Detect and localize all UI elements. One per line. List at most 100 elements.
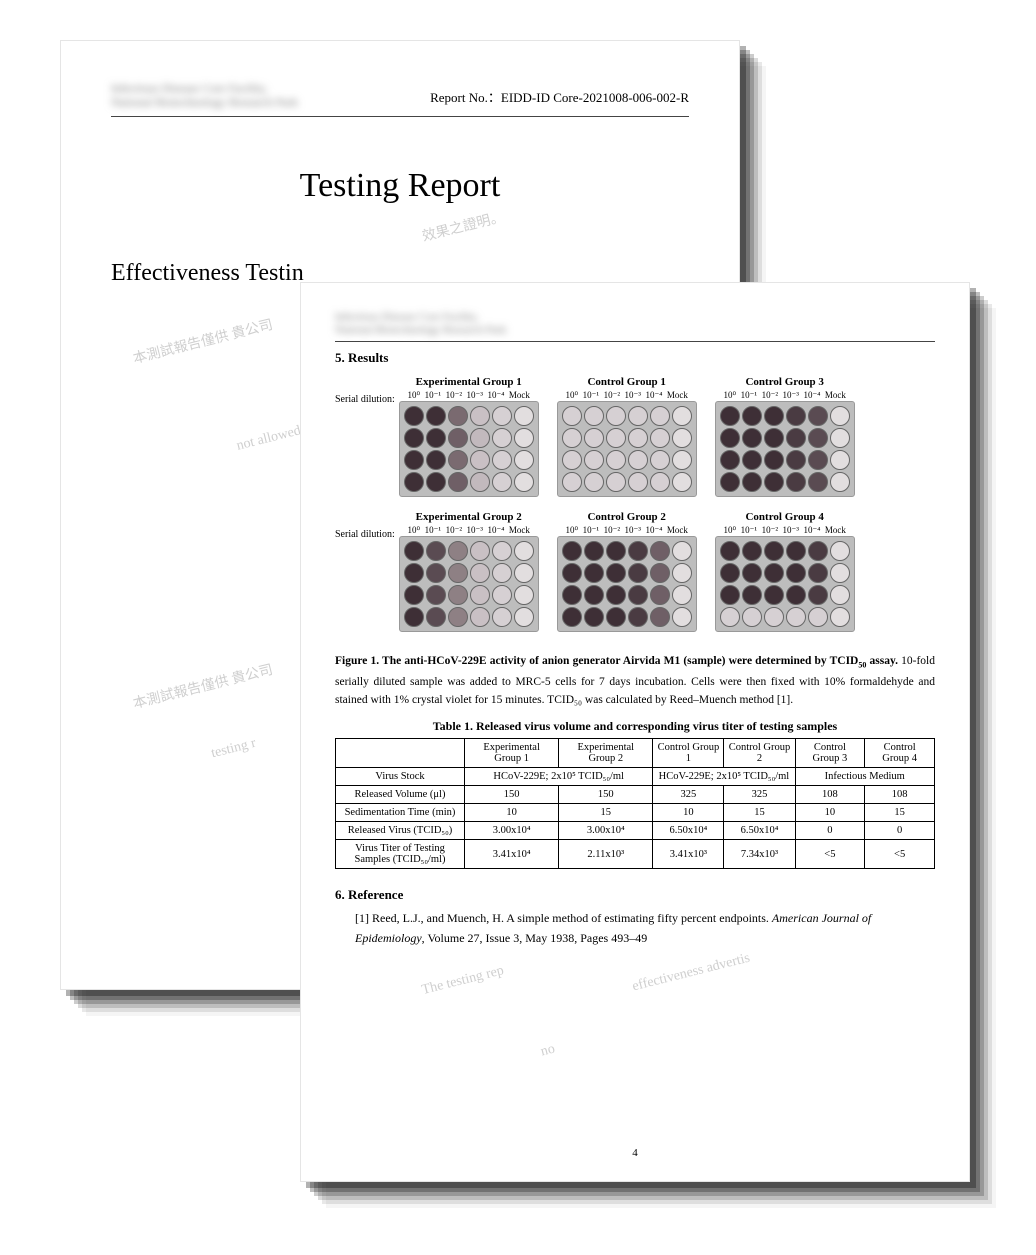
table-cell: 325 bbox=[724, 786, 795, 804]
well bbox=[720, 472, 740, 492]
well bbox=[448, 585, 468, 605]
well bbox=[830, 607, 850, 627]
back-header-org-l2: National Biotechnology Research Park bbox=[111, 95, 298, 109]
well bbox=[426, 607, 446, 627]
well bbox=[786, 450, 806, 470]
well bbox=[764, 541, 784, 561]
well bbox=[808, 563, 828, 583]
well bbox=[404, 563, 424, 583]
well bbox=[764, 585, 784, 605]
well bbox=[650, 406, 670, 426]
well bbox=[492, 585, 512, 605]
back-header-org-l1: Infectious Disease Core Facility, bbox=[111, 81, 268, 95]
well-plate bbox=[715, 536, 855, 632]
well bbox=[628, 541, 648, 561]
plate-group: Control Group 310⁰ 10⁻¹ 10⁻² 10⁻³ 10⁻⁴ M… bbox=[715, 376, 855, 497]
well bbox=[628, 563, 648, 583]
well bbox=[830, 406, 850, 426]
table-cell: 108 bbox=[795, 786, 865, 804]
well bbox=[606, 472, 626, 492]
well bbox=[514, 607, 534, 627]
fig1-bold-2: assay. bbox=[866, 655, 898, 667]
well bbox=[742, 541, 762, 561]
well bbox=[650, 472, 670, 492]
front-header-org-l1: Infectious Disease Core Facility, bbox=[335, 311, 478, 323]
well bbox=[628, 428, 648, 448]
well bbox=[650, 607, 670, 627]
well bbox=[628, 450, 648, 470]
well bbox=[786, 406, 806, 426]
table-header-cell: Experimental Group 1 bbox=[465, 739, 559, 768]
well bbox=[830, 472, 850, 492]
table-cell: 15 bbox=[865, 804, 935, 822]
plate-block: Experimental Group 110⁰ 10⁻¹ 10⁻² 10⁻³ 1… bbox=[399, 376, 855, 497]
section-results-title: 5. Results bbox=[335, 350, 935, 366]
table-row: Virus Titer of Testing Samples (TCID₅₀/m… bbox=[336, 840, 935, 869]
well bbox=[606, 428, 626, 448]
well bbox=[742, 563, 762, 583]
well bbox=[650, 450, 670, 470]
table-cell: 6.50x10⁴ bbox=[653, 822, 724, 840]
table-cell: 15 bbox=[559, 804, 653, 822]
figure-1-caption: Figure 1. The anti-HCoV-229E activity of… bbox=[335, 652, 935, 709]
dilution-labels: 10⁰ 10⁻¹ 10⁻² 10⁻³ 10⁻⁴ Mock bbox=[724, 525, 846, 536]
table-cell: 3.00x10⁴ bbox=[465, 822, 559, 840]
front-header-org: Infectious Disease Core Facility, Nation… bbox=[335, 311, 935, 337]
watermark-cn1: 本測試報告僅供 貴公司 bbox=[131, 314, 275, 368]
well-plate bbox=[715, 401, 855, 497]
well bbox=[404, 541, 424, 561]
well bbox=[470, 472, 490, 492]
table-1: Experimental Group 1Experimental Group 2… bbox=[335, 738, 935, 869]
well bbox=[672, 541, 692, 561]
well bbox=[470, 428, 490, 448]
well bbox=[808, 428, 828, 448]
well bbox=[808, 406, 828, 426]
well bbox=[426, 406, 446, 426]
table-row: Released Volume (μl)150150325325108108 bbox=[336, 786, 935, 804]
well bbox=[720, 541, 740, 561]
table-1-caption: Table 1. Released virus volume and corre… bbox=[335, 719, 935, 734]
well bbox=[764, 563, 784, 583]
well bbox=[672, 607, 692, 627]
well bbox=[562, 472, 582, 492]
well bbox=[448, 406, 468, 426]
table-header-cell: Control Group 4 bbox=[865, 739, 935, 768]
plate-group-title: Control Group 3 bbox=[745, 376, 823, 388]
serial-dilution-label: Serial dilution: bbox=[335, 529, 395, 540]
ref1-pre: [1] Reed, L.J., and Muench, H. A simple … bbox=[355, 911, 772, 925]
table-header-cell: Experimental Group 2 bbox=[559, 739, 653, 768]
well bbox=[404, 607, 424, 627]
table-cell: 10 bbox=[795, 804, 865, 822]
well bbox=[404, 472, 424, 492]
well bbox=[448, 563, 468, 583]
well bbox=[830, 585, 850, 605]
well bbox=[830, 428, 850, 448]
stage: Infectious Disease Core Facility, Nation… bbox=[0, 0, 1036, 1255]
well bbox=[470, 450, 490, 470]
well bbox=[448, 450, 468, 470]
plate-block: Experimental Group 210⁰ 10⁻¹ 10⁻² 10⁻³ 1… bbox=[399, 511, 855, 632]
well bbox=[470, 585, 490, 605]
well bbox=[404, 585, 424, 605]
table-cell: 108 bbox=[865, 786, 935, 804]
table-cell: HCoV-229E; 2x10⁵ TCID₅₀/ml bbox=[653, 768, 795, 786]
well-plate bbox=[557, 401, 697, 497]
plate-group: Control Group 210⁰ 10⁻¹ 10⁻² 10⁻³ 10⁻⁴ M… bbox=[557, 511, 697, 632]
well bbox=[470, 563, 490, 583]
table-cell: 2.11x10³ bbox=[559, 840, 653, 869]
table-cell: 15 bbox=[724, 804, 795, 822]
well bbox=[808, 450, 828, 470]
plate-group-title: Experimental Group 1 bbox=[416, 376, 522, 388]
well bbox=[720, 450, 740, 470]
well bbox=[672, 563, 692, 583]
plate-group-title: Control Group 1 bbox=[587, 376, 665, 388]
table-header-row: Experimental Group 1Experimental Group 2… bbox=[336, 739, 935, 768]
well bbox=[830, 563, 850, 583]
well bbox=[426, 563, 446, 583]
table-row: Virus StockHCoV-229E; 2x10⁵ TCID₅₀/mlHCo… bbox=[336, 768, 935, 786]
well bbox=[448, 472, 468, 492]
reference-1: [1] Reed, L.J., and Muench, H. A simple … bbox=[355, 909, 935, 947]
back-report-no: Report No.：EIDD-ID Core-2021008-006-002-… bbox=[430, 81, 689, 106]
well bbox=[404, 428, 424, 448]
well bbox=[514, 472, 534, 492]
